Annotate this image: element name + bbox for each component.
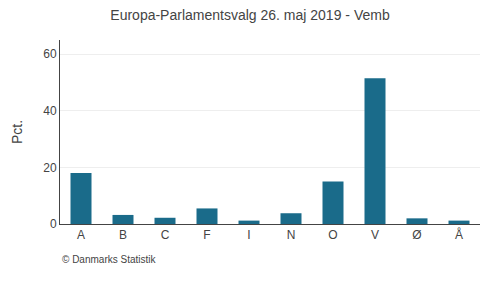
svg-text:I: I xyxy=(247,228,250,242)
svg-text:B: B xyxy=(119,228,127,242)
svg-text:© Danmarks Statistik: © Danmarks Statistik xyxy=(62,254,157,265)
svg-text:N: N xyxy=(287,228,296,242)
svg-text:Ø: Ø xyxy=(412,228,421,242)
svg-text:20: 20 xyxy=(43,161,57,175)
svg-text:40: 40 xyxy=(43,104,57,118)
svg-text:C: C xyxy=(161,228,170,242)
svg-text:Pct.: Pct. xyxy=(9,120,25,144)
svg-text:A: A xyxy=(77,228,85,242)
svg-text:O: O xyxy=(328,228,337,242)
svg-text:0: 0 xyxy=(50,217,57,231)
svg-text:Å: Å xyxy=(455,227,463,242)
svg-text:F: F xyxy=(203,228,210,242)
svg-text:V: V xyxy=(371,228,379,242)
svg-text:60: 60 xyxy=(43,47,57,61)
svg-text:Europa-Parlamentsvalg 26. maj: Europa-Parlamentsvalg 26. maj 2019 - Vem… xyxy=(110,7,390,23)
